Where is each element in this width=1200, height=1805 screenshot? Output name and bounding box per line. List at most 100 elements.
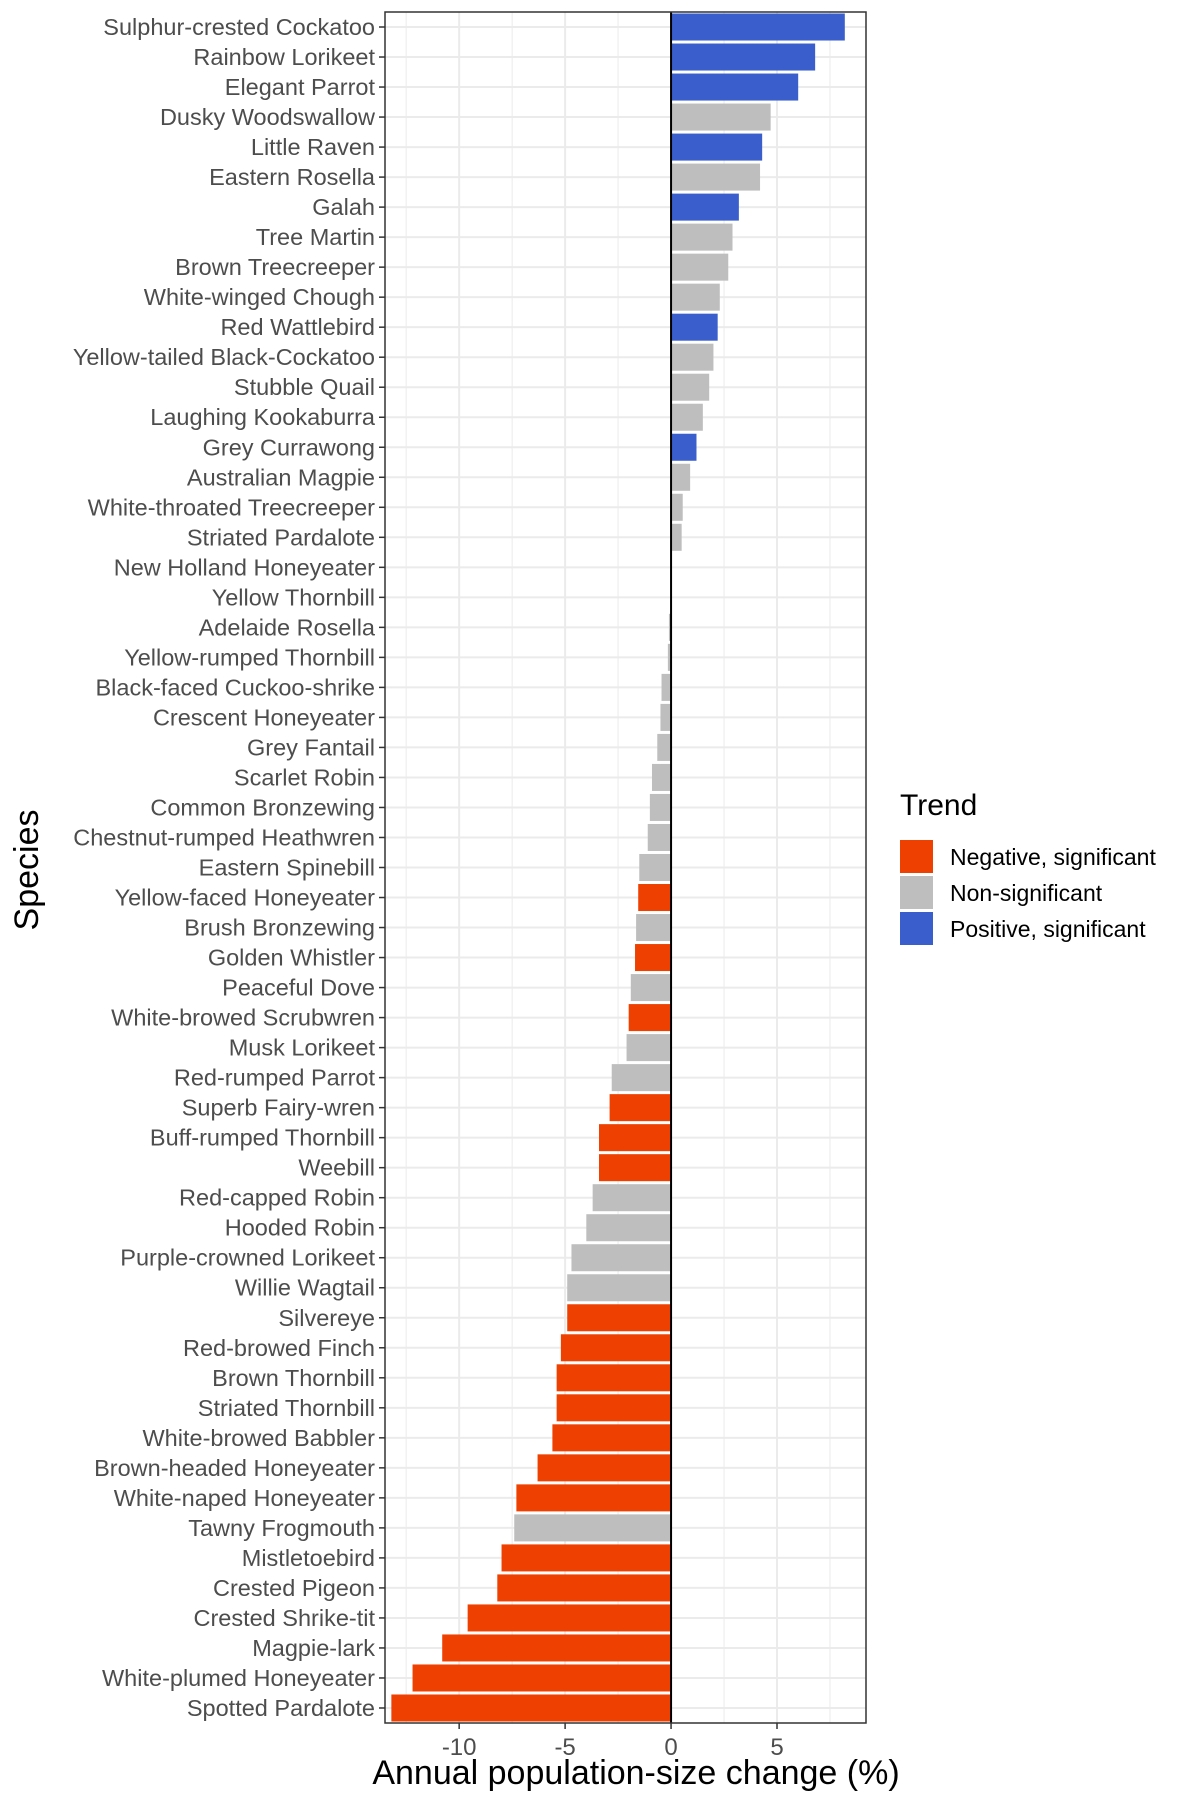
- y-tick-label: Brown Thornbill: [212, 1365, 375, 1391]
- bar: [671, 163, 761, 191]
- y-tick-label: White-browed Babbler: [143, 1425, 376, 1451]
- y-tick-label: Red-capped Robin: [179, 1185, 375, 1211]
- bar: [636, 914, 672, 942]
- bar: [567, 1274, 672, 1302]
- bar: [556, 1364, 672, 1392]
- legend-title: Trend: [900, 789, 977, 822]
- y-tick-label: Hooded Robin: [225, 1215, 375, 1241]
- y-tick-label: Peaceful Dove: [222, 975, 375, 1001]
- y-tick-label: Grey Currawong: [203, 434, 375, 460]
- bar: [649, 793, 672, 821]
- y-tick-label: White-plumed Honeyeater: [102, 1665, 375, 1691]
- bar: [552, 1424, 672, 1452]
- bar: [635, 944, 672, 972]
- bar: [671, 403, 703, 431]
- bar: [442, 1634, 672, 1662]
- legend-swatch: [900, 912, 933, 945]
- bar: [571, 1244, 672, 1272]
- bar: [671, 193, 739, 221]
- x-tick-label: -10: [442, 1734, 477, 1761]
- bar: [467, 1604, 672, 1632]
- y-tick-label: Tawny Frogmouth: [188, 1515, 375, 1541]
- y-tick-label: Yellow-faced Honeyeater: [115, 885, 376, 911]
- y-tick-label: Black-faced Cuckoo-shrike: [96, 674, 376, 700]
- y-tick-label: Stubble Quail: [234, 374, 375, 400]
- y-tick-label: Musk Lorikeet: [229, 1035, 376, 1061]
- y-tick-label: Striated Thornbill: [198, 1395, 375, 1421]
- y-tick-label: Striated Pardalote: [187, 524, 375, 550]
- y-tick-label: Common Bronzewing: [150, 794, 375, 820]
- y-tick-label: White-browed Scrubwren: [111, 1005, 375, 1031]
- legend: Trend Negative, significant Non-significa…: [900, 789, 1156, 945]
- bar: [661, 673, 672, 701]
- y-tick-label: Yellow-rumped Thornbill: [124, 644, 375, 670]
- bar: [599, 1154, 672, 1182]
- bar: [630, 974, 672, 1002]
- x-tick-label: -5: [554, 1734, 575, 1761]
- bar: [391, 1694, 672, 1722]
- bar: [657, 733, 672, 761]
- bar: [592, 1184, 672, 1212]
- y-tick-label: Crested Shrike-tit: [193, 1605, 375, 1631]
- y-tick-label: Elegant Parrot: [225, 74, 376, 100]
- bar: [567, 1304, 672, 1332]
- bar: [516, 1484, 672, 1512]
- y-tick-label: Crested Pigeon: [213, 1575, 375, 1601]
- y-tick-label: Yellow-tailed Black-Cockatoo: [73, 344, 375, 370]
- bar: [671, 73, 799, 101]
- bar: [638, 884, 672, 912]
- bar: [671, 133, 763, 161]
- y-tick-label: Brown-headed Honeyeater: [94, 1455, 375, 1481]
- bar: [667, 643, 672, 671]
- y-tick-label: Chestnut-rumped Heathwren: [73, 824, 375, 850]
- bar: [671, 103, 771, 131]
- x-axis-title: Annual population-size change (%): [372, 1754, 899, 1792]
- bar: [671, 223, 733, 251]
- y-tick-label: Mistletoebird: [242, 1545, 375, 1571]
- y-tick-label: Dusky Woodswallow: [160, 104, 376, 130]
- y-tick-label: Laughing Kookaburra: [150, 404, 376, 430]
- y-axis-ticks: Sulphur-crested Cockatoo Rainbow Lorikeet…: [73, 14, 385, 1721]
- y-tick-label: Eastern Rosella: [209, 164, 376, 190]
- y-tick-label: Adelaide Rosella: [199, 614, 376, 640]
- y-tick-label: Sulphur-crested Cockatoo: [103, 14, 375, 40]
- bar: [651, 763, 672, 791]
- bar: [671, 343, 714, 371]
- bar: [639, 853, 672, 882]
- y-tick-label: Purple-crowned Lorikeet: [120, 1245, 375, 1271]
- y-tick-label: Brush Bronzewing: [184, 915, 375, 941]
- bar: [671, 373, 710, 401]
- y-tick-label: Golden Whistler: [208, 945, 375, 971]
- bar: [501, 1544, 672, 1572]
- y-tick-label: Australian Magpie: [187, 464, 375, 490]
- bar: [647, 823, 672, 851]
- bars: [391, 13, 845, 1722]
- x-tick-label: 0: [664, 1734, 677, 1761]
- y-tick-label: Willie Wagtail: [235, 1275, 375, 1301]
- legend-items: Negative, significant Non-significant Posi…: [900, 840, 1156, 945]
- bar: [497, 1574, 672, 1602]
- bar: [626, 1034, 672, 1062]
- y-tick-label: Red-rumped Parrot: [174, 1065, 376, 1091]
- bar: [671, 43, 816, 71]
- bar: [671, 13, 845, 41]
- bar: [560, 1334, 672, 1362]
- y-tick-label: Galah: [312, 194, 375, 220]
- y-tick-label: White-winged Chough: [144, 284, 375, 310]
- y-tick-label: Little Raven: [251, 134, 375, 160]
- y-tick-label: New Holland Honeyeater: [114, 554, 375, 580]
- legend-swatch: [900, 840, 933, 873]
- y-tick-label: Red Wattlebird: [220, 314, 375, 340]
- bar: [609, 1094, 672, 1122]
- y-tick-label: Tree Martin: [256, 224, 375, 250]
- bar: [514, 1514, 672, 1542]
- bar: [671, 433, 697, 461]
- bar: [671, 253, 729, 281]
- bar: [671, 493, 683, 521]
- y-tick-label: Crescent Honeyeater: [153, 704, 375, 730]
- y-tick-label: Weebill: [298, 1155, 375, 1181]
- y-tick-label: Eastern Spinebill: [199, 855, 375, 881]
- y-tick-label: Red-browed Finch: [183, 1335, 375, 1361]
